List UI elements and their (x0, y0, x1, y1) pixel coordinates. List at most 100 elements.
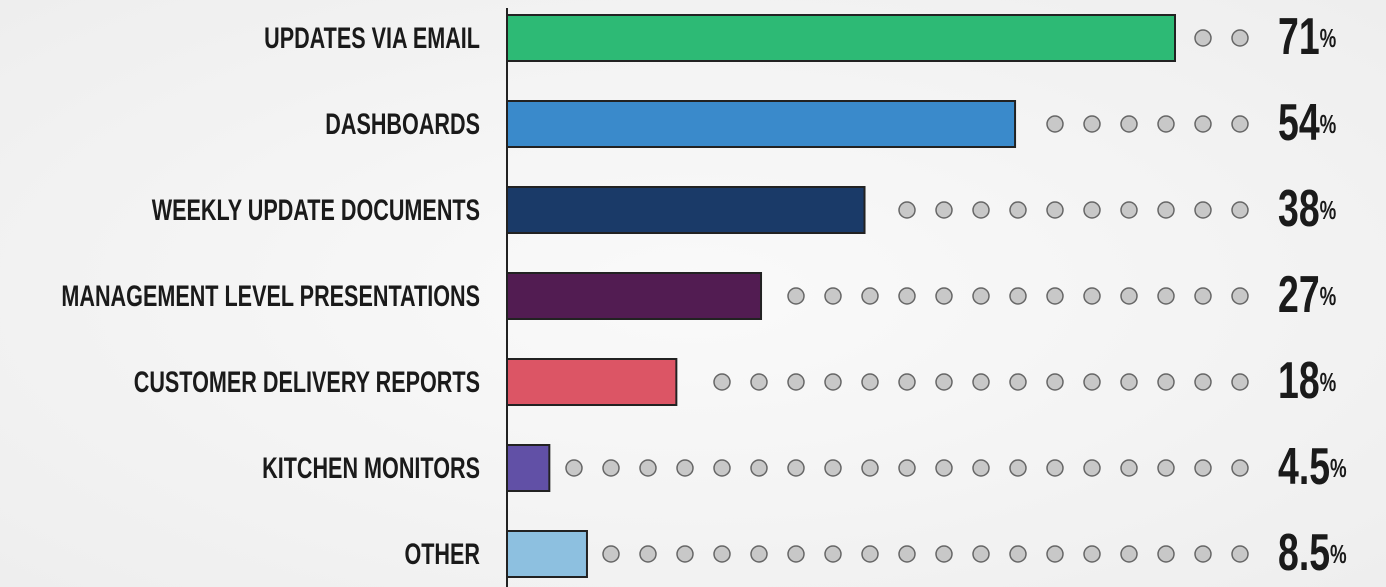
dot (787, 287, 805, 305)
dot (1046, 373, 1064, 391)
dot (972, 545, 990, 563)
dot (750, 459, 768, 477)
dot (750, 373, 768, 391)
dot (972, 287, 990, 305)
bar (506, 186, 866, 234)
dot (1157, 373, 1175, 391)
dot (972, 373, 990, 391)
dot (1194, 459, 1212, 477)
category-label: MANAGEMENT LEVEL PRESENTATIONS (61, 278, 480, 312)
dot (676, 545, 694, 563)
dot (935, 545, 953, 563)
dot (1194, 545, 1212, 563)
value-label: 54% (1278, 93, 1336, 152)
dot (1157, 201, 1175, 219)
value-unit: % (1320, 23, 1337, 53)
value-label: 4.5% (1278, 437, 1347, 496)
dot (602, 545, 620, 563)
value-unit: % (1320, 109, 1337, 139)
dot (1231, 373, 1249, 391)
dot (1046, 459, 1064, 477)
dot (713, 373, 731, 391)
dot (1231, 201, 1249, 219)
dot (1046, 115, 1064, 133)
bar (506, 358, 678, 406)
dot (1120, 459, 1138, 477)
value-unit: % (1320, 195, 1337, 225)
dot (935, 201, 953, 219)
dot (713, 459, 731, 477)
dot (1157, 115, 1175, 133)
dot (1194, 201, 1212, 219)
dot (972, 201, 990, 219)
value-number: 4.5 (1278, 437, 1330, 496)
dot (1120, 287, 1138, 305)
dot (1046, 201, 1064, 219)
dot (1083, 201, 1101, 219)
dot (898, 459, 916, 477)
dot (787, 373, 805, 391)
dot (1120, 545, 1138, 563)
dot (1157, 545, 1175, 563)
bar (506, 14, 1176, 62)
dot (1009, 201, 1027, 219)
value-number: 38 (1278, 179, 1320, 238)
dot (1046, 545, 1064, 563)
category-label: WEEKLY UPDATE DOCUMENTS (152, 192, 480, 226)
dot (1231, 115, 1249, 133)
category-label: KITCHEN MONITORS (262, 450, 480, 484)
dot (1231, 287, 1249, 305)
dot (861, 373, 879, 391)
value-label: 38% (1278, 179, 1336, 238)
value-number: 54 (1278, 93, 1320, 152)
bar (506, 272, 763, 320)
dot (1231, 545, 1249, 563)
dot (1083, 115, 1101, 133)
dot (1083, 287, 1101, 305)
dot (935, 373, 953, 391)
dot (639, 459, 657, 477)
dot (824, 545, 842, 563)
value-number: 71 (1278, 7, 1320, 66)
dot (824, 459, 842, 477)
dot (1009, 373, 1027, 391)
dot (1231, 459, 1249, 477)
category-label: DASHBOARDS (325, 106, 480, 140)
dot (1194, 373, 1212, 391)
dot (1157, 287, 1175, 305)
dot (898, 373, 916, 391)
value-label: 8.5% (1278, 523, 1347, 582)
dot (1083, 373, 1101, 391)
bar (506, 444, 551, 492)
dot (1157, 459, 1175, 477)
dot (787, 545, 805, 563)
value-unit: % (1320, 367, 1337, 397)
dot (861, 287, 879, 305)
category-label: CUSTOMER DELIVERY REPORTS (134, 364, 480, 398)
dot (1120, 201, 1138, 219)
dot (750, 545, 768, 563)
dot (935, 287, 953, 305)
category-label: OTHER (404, 536, 480, 570)
dot (1194, 115, 1212, 133)
dot (898, 545, 916, 563)
dot (861, 459, 879, 477)
dot (639, 545, 657, 563)
dot (1120, 115, 1138, 133)
value-number: 8.5 (1278, 523, 1330, 582)
dot (935, 459, 953, 477)
category-label: UPDATES VIA EMAIL (264, 20, 480, 54)
value-label: 71% (1278, 7, 1336, 66)
value-number: 27 (1278, 265, 1320, 324)
value-unit: % (1330, 539, 1347, 569)
dot (824, 287, 842, 305)
dot (787, 459, 805, 477)
bar (506, 530, 588, 578)
dot (602, 459, 620, 477)
dot (1083, 545, 1101, 563)
value-label: 27% (1278, 265, 1336, 324)
dot (898, 201, 916, 219)
dot (1120, 373, 1138, 391)
